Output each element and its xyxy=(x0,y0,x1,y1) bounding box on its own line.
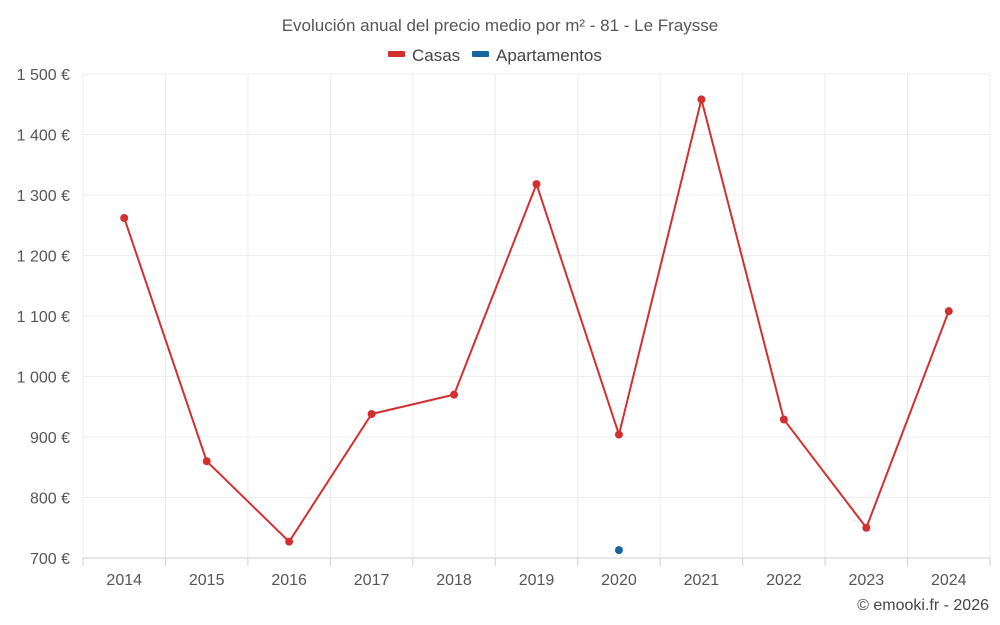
data-point-casas-2020[interactable] xyxy=(614,430,623,439)
legend-swatch-apartamentos xyxy=(472,51,489,57)
x-tick-label: 2017 xyxy=(354,572,390,589)
x-tick-label: 2019 xyxy=(519,572,555,589)
data-point-casas-2017[interactable] xyxy=(367,410,376,419)
credit-text: © emooki.fr - 2026 xyxy=(857,597,989,614)
data-point-casas-2018[interactable] xyxy=(450,390,459,399)
legend-item-apartamentos[interactable]: Apartamentos xyxy=(472,46,602,65)
series-layer xyxy=(120,95,953,555)
data-point-casas-2021[interactable] xyxy=(697,95,706,104)
data-point-casas-2022[interactable] xyxy=(779,415,788,424)
x-tick-label: 2014 xyxy=(106,572,142,589)
x-tick-label: 2018 xyxy=(436,572,472,589)
x-tick-label: 2021 xyxy=(684,572,720,589)
legend-label-apartamentos: Apartamentos xyxy=(496,46,602,65)
legend: Casas Apartamentos xyxy=(388,46,602,65)
data-point-casas-2023[interactable] xyxy=(862,523,871,532)
legend-item-casas[interactable]: Casas xyxy=(388,46,460,65)
y-tick-label: 900 € xyxy=(30,430,70,447)
x-tick-label: 2022 xyxy=(766,572,802,589)
legend-swatch-casas xyxy=(388,51,405,57)
x-axis: 2014 2015 2016 2017 2018 2019 2020 2021 2022 2023… xyxy=(106,572,966,589)
data-point-casas-2024[interactable] xyxy=(944,307,953,316)
x-tick-label: 2024 xyxy=(931,572,967,589)
x-tick-label: 2016 xyxy=(271,572,307,589)
data-point-casas-2015[interactable] xyxy=(202,457,211,466)
y-tick-label: 1 200 € xyxy=(17,249,70,266)
y-tick-label: 800 € xyxy=(30,491,70,508)
y-tick-label: 700 € xyxy=(30,551,70,568)
chart-title: Evolución anual del precio medio por m² … xyxy=(282,16,719,35)
y-tick-label: 1 400 € xyxy=(17,128,70,145)
y-axis: 700 € 800 € 900 € 1 000 € 1 100 € 1 200 € 1 30… xyxy=(17,67,70,568)
x-tick-label: 2020 xyxy=(601,572,637,589)
y-tick-label: 1 500 € xyxy=(17,67,70,84)
legend-label-casas: Casas xyxy=(412,46,460,65)
y-tick-label: 1 300 € xyxy=(17,188,70,205)
y-tick-label: 1 000 € xyxy=(17,370,70,387)
data-point-casas-2016[interactable] xyxy=(285,537,294,546)
data-point-casas-2019[interactable] xyxy=(532,180,541,189)
data-point-apartamentos-2020[interactable] xyxy=(614,546,623,555)
y-tick-label: 1 100 € xyxy=(17,309,70,326)
x-tick-label: 2023 xyxy=(849,572,885,589)
data-point-casas-2014[interactable] xyxy=(120,213,129,222)
x-tick-label: 2015 xyxy=(189,572,225,589)
grid xyxy=(82,73,991,566)
